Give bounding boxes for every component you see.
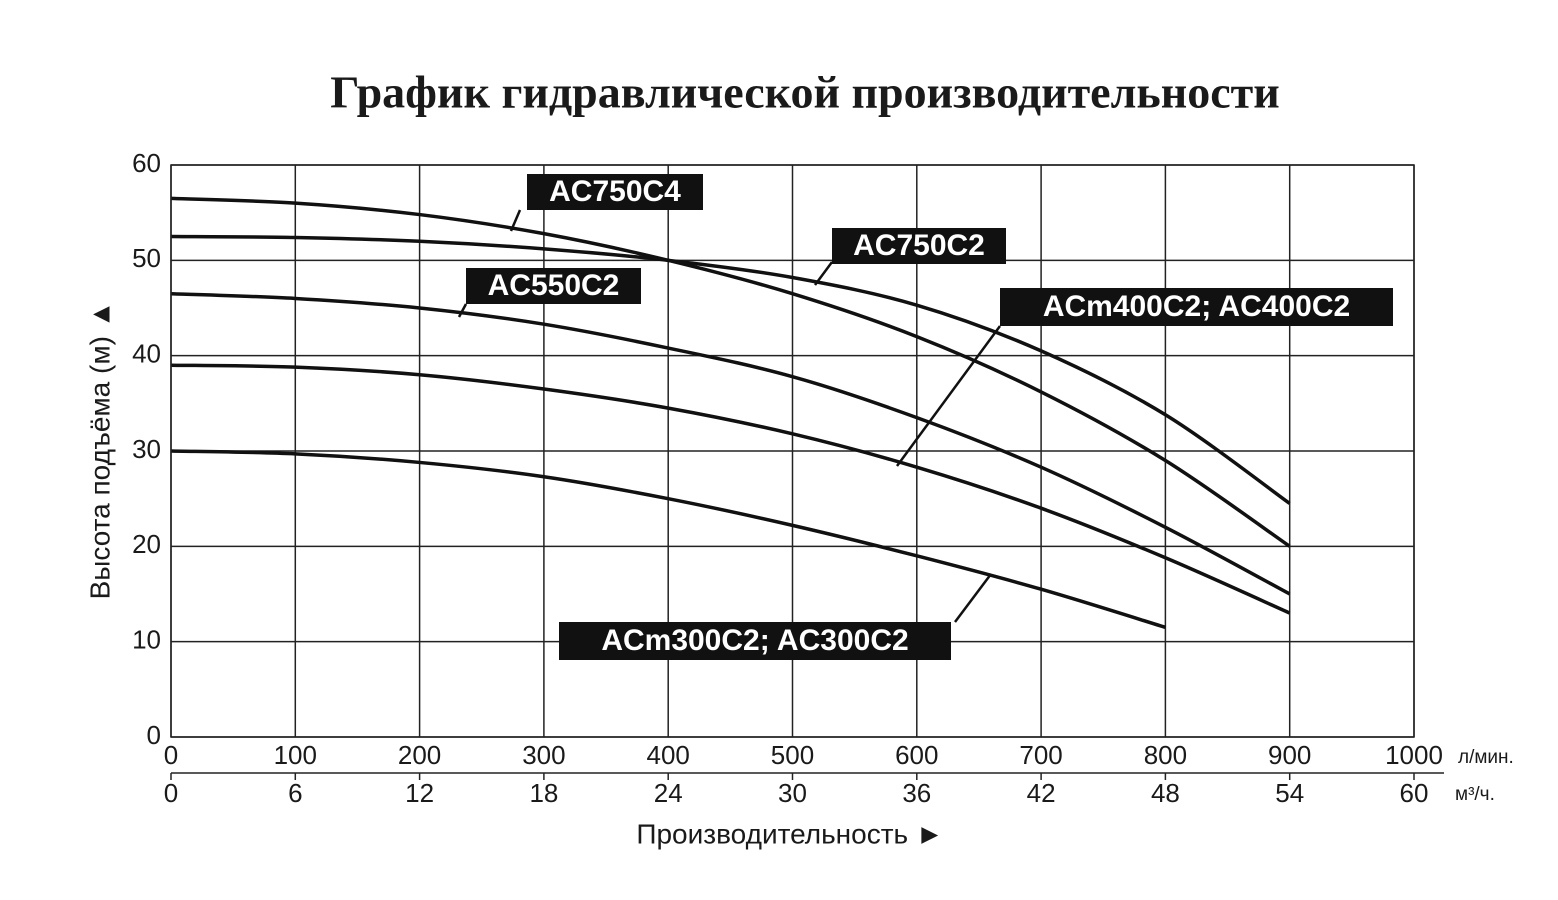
series-label: AC750C4	[549, 175, 681, 208]
x2-tick-label: 60	[1400, 778, 1429, 808]
label-leader	[895, 325, 1002, 467]
series-line	[170, 291, 1291, 596]
y-tick-label: 10	[132, 625, 161, 655]
label-box	[1000, 288, 1393, 326]
series-line	[170, 234, 1291, 505]
x-tick-label: 600	[895, 740, 938, 770]
y-tick-label: 0	[147, 720, 161, 750]
x2-tick-label: 54	[1275, 778, 1304, 808]
series-label: ACm300C2; AC300C2	[601, 624, 908, 657]
x-tick-label: 0	[164, 740, 178, 770]
series-label: AC550C2	[488, 269, 620, 302]
x2-tick-label: 42	[1027, 778, 1056, 808]
x2-tick-label: 24	[654, 778, 683, 808]
label-box	[466, 268, 641, 304]
label-leader	[954, 573, 992, 623]
label-box	[559, 622, 951, 660]
y-tick-label: 20	[132, 529, 161, 559]
x-tick-label: 800	[1144, 740, 1187, 770]
series-label: ACm400C2; AC400C2	[1043, 290, 1350, 323]
x2-tick-label: 6	[288, 778, 302, 808]
x-tick-label: 900	[1268, 740, 1311, 770]
label-box	[832, 228, 1006, 264]
x2-unit: м³/ч.	[1455, 784, 1495, 805]
y-tick-label: 30	[132, 434, 161, 464]
chart-title: График гидравлической производительности	[330, 67, 1280, 118]
series-line	[170, 196, 1291, 548]
label-leader	[509, 209, 522, 232]
x-tick-label: 500	[771, 740, 814, 770]
plot-frame	[170, 164, 1415, 738]
x-tick-label: 400	[647, 740, 690, 770]
series-line	[170, 449, 1166, 630]
x-tick-label: 700	[1019, 740, 1062, 770]
x-tick-label: 1000	[1385, 740, 1443, 770]
x-tick-label: 300	[522, 740, 565, 770]
label-box	[527, 174, 703, 210]
x2-tick-label: 30	[778, 778, 807, 808]
y-tick-label: 50	[132, 243, 161, 273]
x-tick-label: 200	[398, 740, 441, 770]
x-axis-label: Производительность ►	[636, 818, 943, 849]
label-leader	[813, 261, 834, 286]
label-leader	[457, 303, 468, 318]
x-unit: л/мин.	[1458, 747, 1514, 768]
y-tick-label: 60	[132, 148, 161, 178]
x2-tick-label: 18	[529, 778, 558, 808]
series-line	[170, 363, 1291, 615]
x2-tick-label: 0	[164, 778, 178, 808]
y-tick-label: 40	[132, 339, 161, 369]
x-tick-label: 100	[274, 740, 317, 770]
series-label: AC750C2	[853, 229, 985, 262]
x2-tick-label: 48	[1151, 778, 1180, 808]
y-axis-label: Высота подъёма (м) ▲	[84, 301, 115, 600]
x2-tick-label: 12	[405, 778, 434, 808]
x2-tick-label: 36	[902, 778, 931, 808]
